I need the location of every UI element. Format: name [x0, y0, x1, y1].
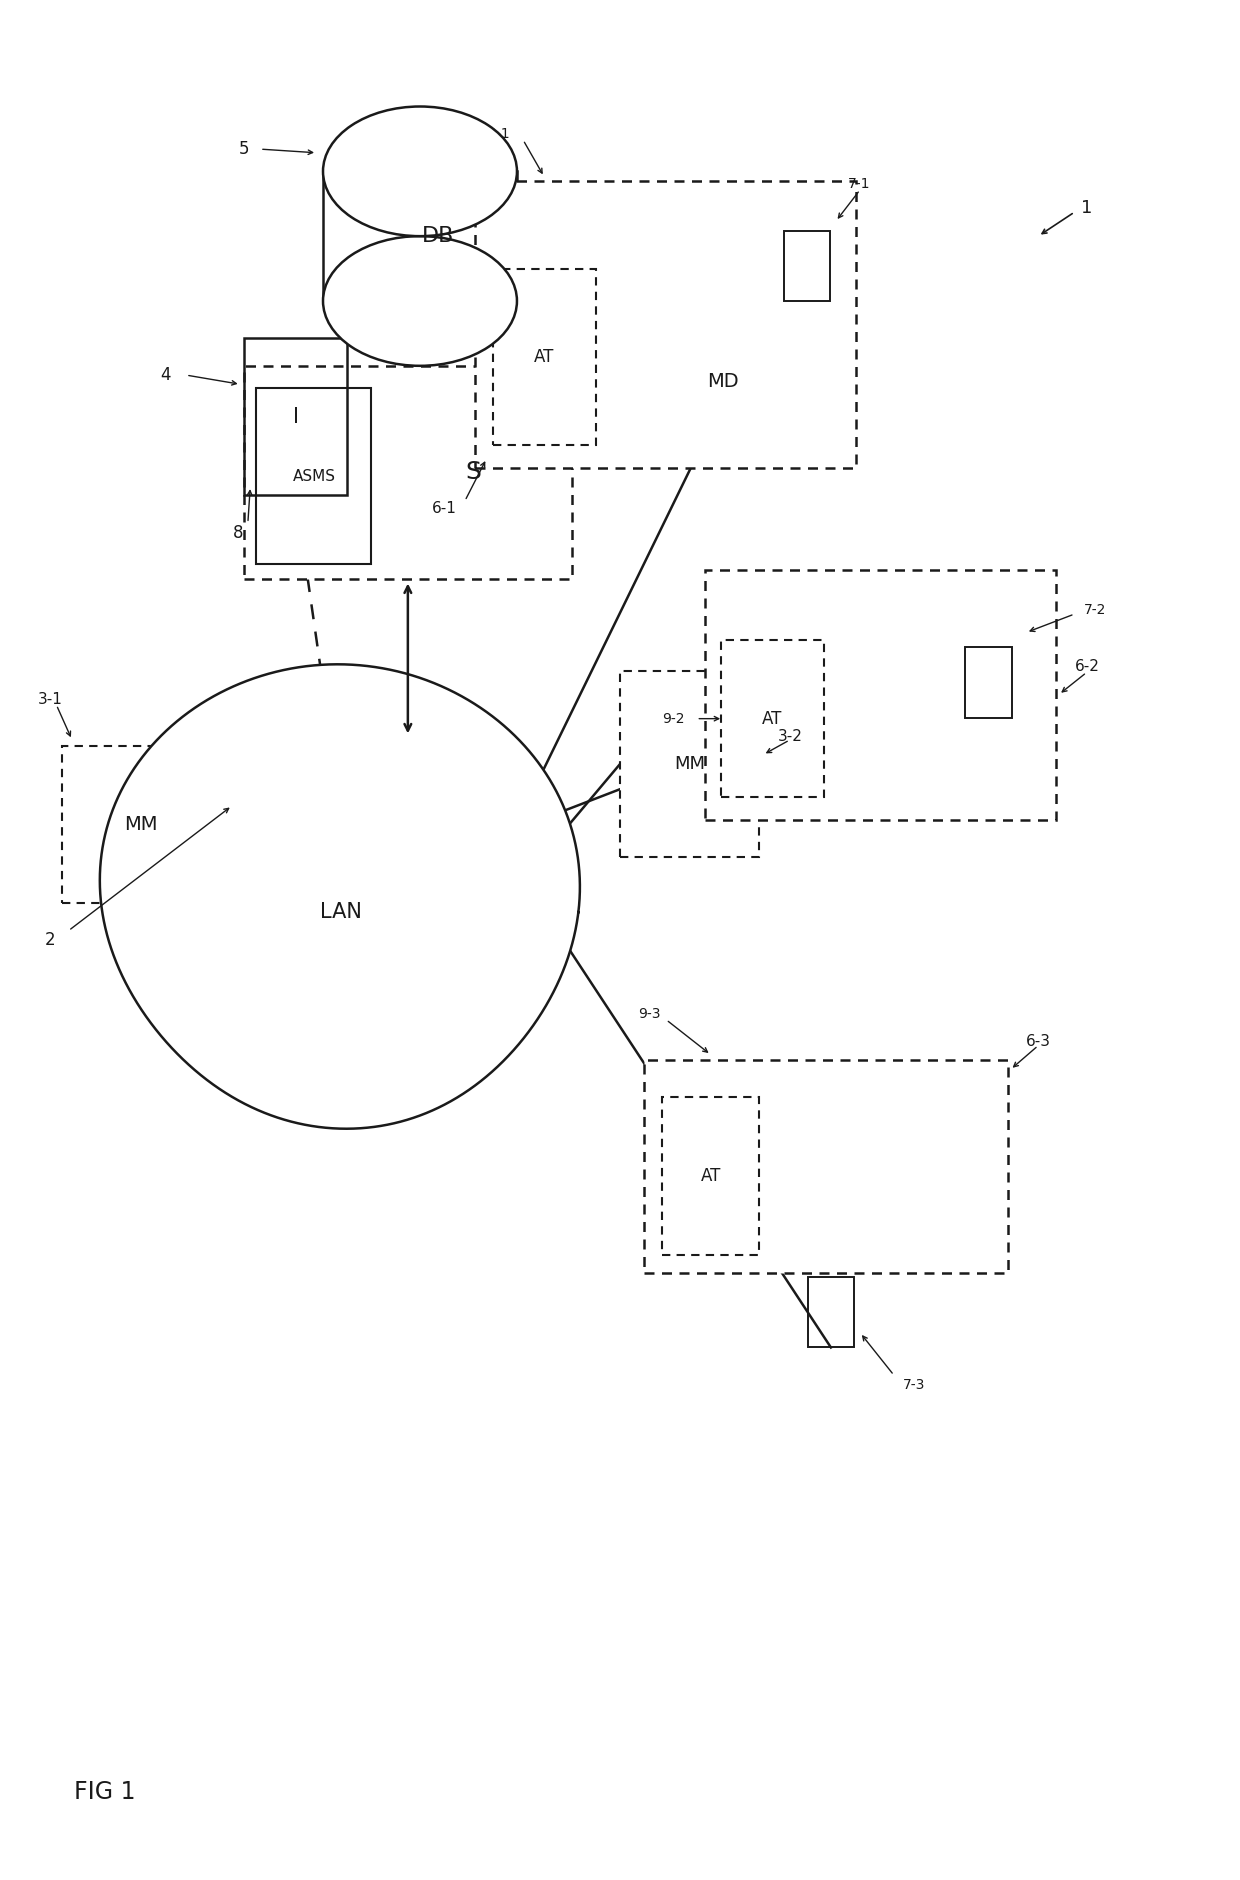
- Bar: [492, 269, 595, 446]
- Bar: [966, 647, 1012, 718]
- Bar: [784, 231, 830, 301]
- Text: 3-2: 3-2: [777, 729, 802, 744]
- Text: 8: 8: [233, 523, 243, 541]
- Text: FIG 1: FIG 1: [74, 1780, 136, 1805]
- Bar: [717, 607, 759, 671]
- Text: 6-2: 6-2: [1075, 660, 1100, 675]
- Polygon shape: [99, 664, 580, 1128]
- Ellipse shape: [322, 107, 517, 237]
- Text: MM: MM: [124, 814, 157, 833]
- Bar: [620, 671, 759, 857]
- Text: 5: 5: [239, 141, 249, 158]
- Text: MM: MM: [675, 756, 706, 773]
- Bar: [244, 338, 347, 496]
- Text: ASMS: ASMS: [293, 468, 335, 483]
- Text: 7-3: 7-3: [903, 1378, 925, 1391]
- Text: 7-2: 7-2: [1084, 603, 1106, 617]
- Text: 6-3: 6-3: [1025, 1034, 1052, 1049]
- Text: 6-1: 6-1: [432, 500, 456, 515]
- Text: DB: DB: [422, 226, 454, 246]
- Bar: [662, 1098, 759, 1254]
- Text: I: I: [293, 406, 299, 427]
- Text: 3-1: 3-1: [37, 692, 63, 707]
- Bar: [322, 171, 517, 301]
- Text: 9-3: 9-3: [639, 1008, 661, 1021]
- Text: S: S: [465, 461, 481, 485]
- Text: AT: AT: [534, 348, 554, 367]
- Bar: [704, 570, 1056, 820]
- Ellipse shape: [322, 237, 517, 367]
- Bar: [62, 746, 219, 902]
- Text: LAN: LAN: [320, 902, 362, 923]
- Bar: [645, 1060, 1008, 1273]
- Bar: [808, 1277, 854, 1348]
- Text: AT: AT: [761, 709, 782, 728]
- Bar: [257, 387, 372, 564]
- Text: 7-1: 7-1: [848, 177, 870, 192]
- Bar: [475, 180, 857, 468]
- Text: AT: AT: [701, 1167, 722, 1184]
- Text: 4: 4: [160, 367, 171, 384]
- Bar: [720, 639, 823, 797]
- Text: 9-2: 9-2: [662, 713, 684, 726]
- Text: 9-1: 9-1: [487, 128, 510, 141]
- Text: 1: 1: [1081, 199, 1092, 218]
- Bar: [244, 367, 572, 579]
- Text: 2: 2: [45, 931, 56, 949]
- Text: MD: MD: [707, 372, 739, 391]
